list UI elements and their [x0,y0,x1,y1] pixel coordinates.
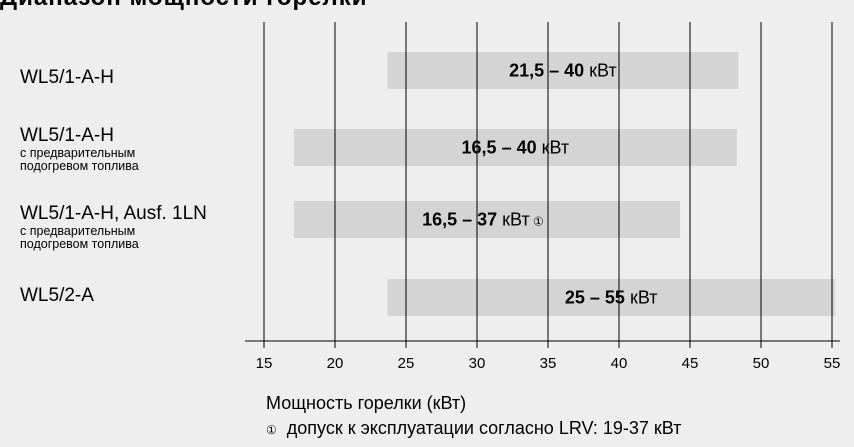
row-label-sub: подогревом топлива [20,237,139,252]
row-label-sub: с предварительным [20,223,136,238]
row-label-1: WL5/1-A-H [20,67,114,89]
page-title: Диапазон мощности горелки [0,0,854,10]
row-label-sub: подогревом топлива [20,159,139,174]
x-tick-label: 20 [327,355,344,372]
row-label-4: WL5/2-A [20,285,94,307]
row-label-sub: с предварительным [20,145,136,160]
x-tick-label: 35 [540,355,557,372]
range-bar [293,201,681,238]
range-bar [387,52,739,89]
bar-value-label: 21,5 – 40 кВт [509,61,617,81]
bar-value-label: 16,5 – 40 кВт [462,138,570,158]
row-label-main: WL5/1-A-H, Ausf. 1LN [20,203,207,224]
row-label-main: WL5/1-A-H [20,125,114,146]
x-tick-label: 25 [398,355,415,372]
x-tick-label: 15 [256,355,273,372]
footnote-mark: ① [266,423,277,437]
x-tick-label: 55 [824,355,841,372]
row-label-main: WL5/1-A-H [20,67,114,88]
x-tick-label: 40 [611,355,628,372]
x-axis-label: Мощность горелки (кВт) [266,393,467,413]
footnote: ① допуск к эксплуатации согласно LRV: 19-… [266,418,681,439]
x-tick-label: 50 [753,355,770,372]
row-label-main: WL5/2-A [20,285,94,306]
footnote-text: допуск к эксплуатации согласно LRV: 19-3… [286,418,682,438]
range-bar [387,279,835,316]
x-tick-label: 30 [469,355,486,372]
row-label-3: WL5/1-A-H, Ausf. 1LN с предварительным п… [20,203,207,252]
range-bar [293,129,737,166]
bar-value-label: 25 – 55 кВт [565,288,658,308]
x-tick-label: 45 [682,355,699,372]
row-label-2: WL5/1-A-H с предварительным подогревом т… [20,125,139,174]
bar-value-label: 16,5 – 37 кВт ① [422,210,544,230]
